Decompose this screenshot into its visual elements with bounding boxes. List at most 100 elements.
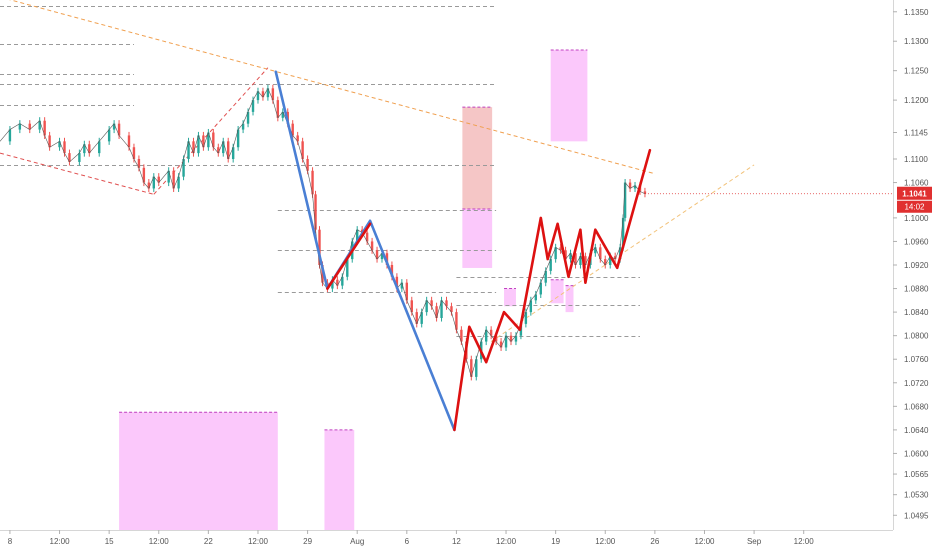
price-candle-body xyxy=(470,359,473,377)
price-segment xyxy=(262,88,269,98)
countdown-label: 14:02 xyxy=(904,203,925,212)
price-segment xyxy=(267,88,274,101)
y-tick-label: 1.1300 xyxy=(904,37,929,46)
price-segment xyxy=(436,300,442,319)
y-tick-label: 1.0640 xyxy=(904,426,929,435)
price-segment xyxy=(188,141,194,154)
price-candle-body xyxy=(440,300,443,318)
price-candle-body xyxy=(132,147,136,159)
price-candle-body xyxy=(370,241,374,251)
price-segment xyxy=(535,282,542,295)
price-candle-body xyxy=(390,265,394,277)
price-candle-body xyxy=(415,312,418,324)
y-tick-label: 1.1350 xyxy=(904,8,929,17)
price-candle-body xyxy=(385,253,389,265)
price-segment xyxy=(550,247,556,260)
x-tick-label: 12:00 xyxy=(149,537,170,546)
price-candle-body xyxy=(321,265,324,283)
x-tick-label: 12:00 xyxy=(248,537,269,546)
price-candle-body xyxy=(187,141,190,159)
price-candle-body xyxy=(48,135,51,148)
price-candle-body xyxy=(445,300,448,307)
price-candle-body xyxy=(484,329,488,342)
price-candle-body xyxy=(346,259,349,277)
y-tick-label: 1.0680 xyxy=(904,402,929,411)
price-candle-body xyxy=(318,229,321,265)
price-candle-body xyxy=(405,282,409,301)
price-segment xyxy=(480,329,487,342)
price-candle-body xyxy=(306,159,309,171)
price-candle-body xyxy=(18,123,22,130)
zone-5 xyxy=(504,288,516,307)
price-candle-body xyxy=(594,247,597,254)
price-segment xyxy=(416,311,422,325)
price-candle-body xyxy=(331,279,334,289)
countdown-badge xyxy=(897,200,932,213)
price-segment xyxy=(401,282,408,301)
zone-3 xyxy=(119,412,278,530)
price-segment xyxy=(307,170,313,195)
price-candle-body xyxy=(643,191,647,194)
price-candle-body xyxy=(236,129,240,148)
price-candle-body xyxy=(539,282,542,295)
price-candle-body xyxy=(63,141,66,154)
y-tick-label: 1.1200 xyxy=(904,96,929,105)
price-candle-body xyxy=(172,170,175,189)
price-segment xyxy=(297,141,303,160)
price-segment xyxy=(218,141,224,154)
price-candle-body xyxy=(509,335,513,342)
trendline-2 xyxy=(0,152,154,195)
price-segment xyxy=(173,176,179,189)
wave-series-1 xyxy=(326,222,372,290)
price-candle-body xyxy=(584,256,587,265)
price-candle-body xyxy=(613,256,617,260)
price-segment xyxy=(213,147,219,154)
price-candle-body xyxy=(227,141,230,159)
price-candle-body xyxy=(569,253,572,260)
price-segment xyxy=(337,276,343,286)
price-segment xyxy=(342,259,348,277)
price-candle-body xyxy=(152,176,155,189)
wave-series-layer xyxy=(274,70,652,432)
price-segment xyxy=(178,158,184,177)
price-segment xyxy=(232,129,239,148)
price-candle-body xyxy=(107,129,111,142)
price-candle-body xyxy=(231,147,235,159)
x-tick-label: 12:00 xyxy=(794,537,815,546)
price-candle-body xyxy=(147,182,151,189)
price-candle-body xyxy=(356,229,359,242)
y-tick-label: 1.0565 xyxy=(904,470,929,479)
price-segment xyxy=(622,182,626,218)
zone-4 xyxy=(324,429,355,530)
zone-0 xyxy=(462,107,493,210)
trendline-0 xyxy=(8,0,655,175)
price-candle-body xyxy=(88,144,91,154)
price-segment xyxy=(540,270,546,283)
price-segment xyxy=(406,300,413,313)
price-segment xyxy=(366,241,373,251)
y-tick-label: 1.0920 xyxy=(904,261,929,270)
y-tick-label: 1.0760 xyxy=(904,355,929,364)
price-segment xyxy=(431,306,437,319)
zone-6 xyxy=(550,279,564,304)
price-candle-body xyxy=(58,141,61,148)
price-candle-body xyxy=(266,88,270,98)
y-tick-label: 1.1000 xyxy=(904,214,929,223)
price-candle-body xyxy=(504,335,508,348)
price-segment xyxy=(143,182,150,189)
price-segment xyxy=(0,129,11,142)
price-candle-body xyxy=(450,306,453,313)
price-candle-body xyxy=(579,256,582,265)
price-segment xyxy=(495,341,502,348)
price-segment xyxy=(153,176,159,183)
price-candle-body xyxy=(291,123,294,136)
price-candle-body xyxy=(564,250,567,260)
price-candle-body xyxy=(609,256,612,265)
price-candle-body xyxy=(623,182,627,218)
price-candle-body xyxy=(475,359,478,377)
price-segment xyxy=(158,170,169,183)
price-segment xyxy=(319,264,323,283)
price-segment xyxy=(98,129,110,142)
